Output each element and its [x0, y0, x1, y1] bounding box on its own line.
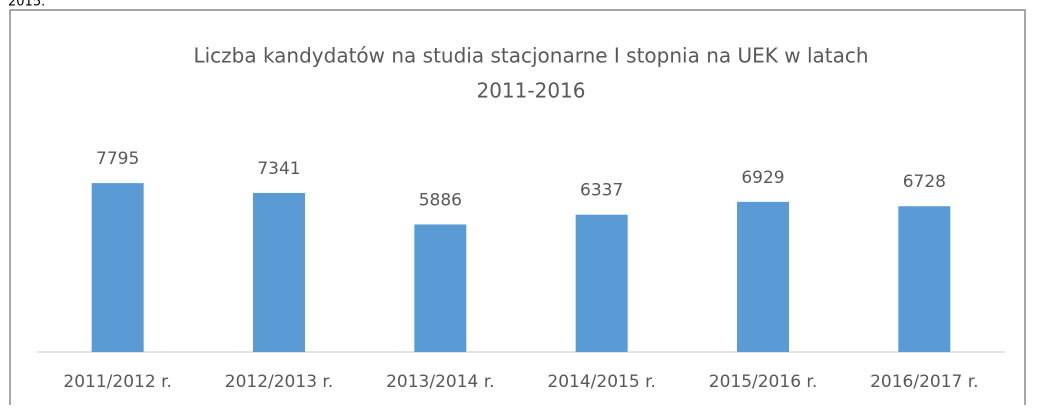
bar — [253, 192, 305, 352]
bar — [898, 206, 951, 352]
chart-title: 2011-2016 — [476, 79, 585, 103]
value-label: 6929 — [741, 168, 784, 188]
x-tick-label: 2013/2014 r. — [386, 372, 495, 392]
page-fragment: 2015. — [8, 0, 45, 10]
value-label: 7341 — [257, 159, 300, 179]
x-tick-label: 2012/2013 r. — [225, 372, 334, 392]
x-tick-label: 2011/2012 r. — [63, 372, 172, 392]
x-tick-label: 2014/2015 r. — [547, 372, 656, 392]
x-tick-label: 2015/2016 r. — [709, 372, 818, 392]
chart-frame — [9, 9, 1026, 409]
value-label: 7795 — [96, 149, 139, 169]
bar — [737, 201, 789, 352]
chart-title: Liczba kandydatów na studia stacjonarne … — [193, 44, 868, 68]
bar — [414, 224, 467, 352]
x-tick-label: 2016/2017 r. — [870, 372, 979, 392]
value-label: 5886 — [419, 190, 462, 210]
value-label: 6728 — [903, 172, 946, 192]
value-label: 6337 — [580, 181, 623, 201]
bar — [575, 214, 628, 352]
bar — [91, 183, 144, 352]
